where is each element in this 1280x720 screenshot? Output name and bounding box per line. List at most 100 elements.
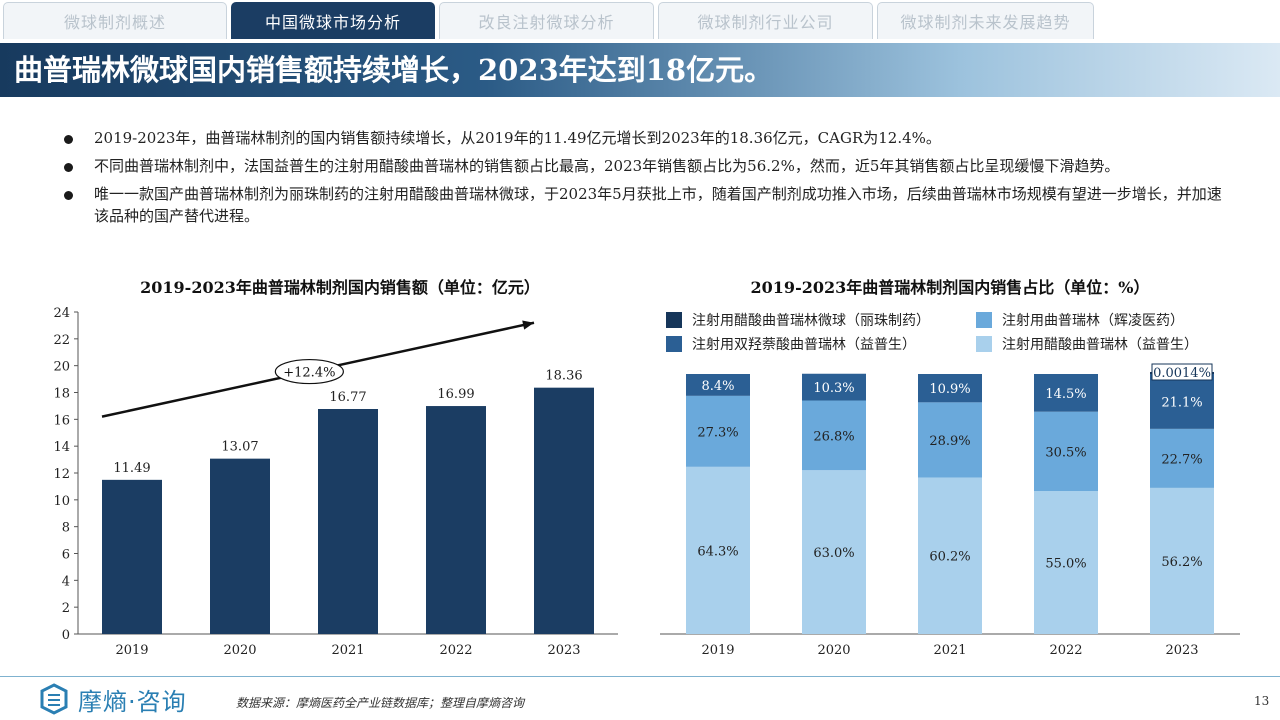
stacked-bar-chart: 注射用醋酸曲普瑞林微球（丽珠制药） 注射用曲普瑞林（辉凌医药） 注射用双羟萘酸曲普瑞… xyxy=(660,312,1240,658)
segment-label: 14.5% xyxy=(1045,387,1086,402)
stacked-bar-segment xyxy=(918,402,982,478)
y-tick-label: 6 xyxy=(62,548,70,563)
x-tick-label: 2022 xyxy=(439,643,472,658)
segment-label: 28.9% xyxy=(929,434,970,449)
logo-icon xyxy=(40,683,68,715)
y-tick-label: 12 xyxy=(53,467,70,482)
y-tick-label: 22 xyxy=(53,333,70,348)
segment-label: 56.2% xyxy=(1161,555,1202,570)
stacked-bar-segment xyxy=(1150,428,1214,488)
y-tick-label: 14 xyxy=(53,440,70,455)
segment-label: 60.2% xyxy=(929,550,970,565)
data-label: 18.36 xyxy=(545,369,582,384)
segment-label: 21.1% xyxy=(1161,395,1202,410)
x-tick-label: 2019 xyxy=(115,643,148,658)
footer-divider xyxy=(0,676,1280,677)
bullet-item: 唯一一款国产曲普瑞林制剂为丽珠制药的注射用醋酸曲普瑞林微球，于2023年5月获批… xyxy=(62,183,1222,227)
stacked-bar-segment xyxy=(918,374,982,403)
cagr-arrow-head-icon xyxy=(522,320,534,330)
x-tick-label: 2020 xyxy=(817,643,850,658)
segment-label: 8.4% xyxy=(701,379,734,394)
stacked-bar-segment xyxy=(1034,411,1098,491)
stacked-bar-segment xyxy=(1034,491,1098,634)
tab-improved-injection-analysis[interactable]: 改良注射微球分析 xyxy=(439,2,654,39)
legend-label: 注射用曲普瑞林（辉凌医药） xyxy=(1002,313,1184,329)
y-tick-label: 18 xyxy=(53,387,70,402)
company-logo: 摩熵·咨询 xyxy=(38,680,187,718)
logo-text: 摩熵·咨询 xyxy=(78,687,187,716)
segment-label: 22.7% xyxy=(1161,452,1202,467)
y-tick-label: 4 xyxy=(62,574,70,589)
y-tick-label: 16 xyxy=(53,413,70,428)
y-tick-label: 2 xyxy=(62,601,70,616)
bar xyxy=(210,458,270,634)
tab-industry-companies[interactable]: 微球制剂行业公司 xyxy=(658,2,873,39)
stacked-bar-segment xyxy=(686,374,750,396)
segment-label: 27.3% xyxy=(697,425,738,440)
tab-china-market-analysis[interactable]: 中国微球市场分析 xyxy=(231,2,435,39)
bar xyxy=(426,406,486,634)
bar xyxy=(102,479,162,634)
y-tick-label: 8 xyxy=(62,521,70,536)
stacked-bar-segment xyxy=(1034,374,1098,412)
segment-label: 55.0% xyxy=(1045,557,1086,572)
bullet-item: 不同曲普瑞林制剂中，法国益普生的注射用醋酸曲普瑞林的销售额占比最高，2023年销… xyxy=(62,155,1222,177)
data-label: 11.49 xyxy=(113,461,150,476)
tab-microsphere-overview[interactable]: 微球制剂概述 xyxy=(3,2,227,39)
legend-label: 注射用醋酸曲普瑞林微球（丽珠制药） xyxy=(692,313,930,329)
page-number: 13 xyxy=(1254,694,1270,708)
data-label: 13.07 xyxy=(221,440,258,455)
data-label: 16.99 xyxy=(437,387,474,402)
bullet-dot-icon xyxy=(64,135,73,144)
bar xyxy=(318,409,378,634)
segment-label: 10.3% xyxy=(813,381,854,396)
stacked-bar-segment xyxy=(1150,487,1214,634)
data-label: 16.77 xyxy=(329,390,366,405)
cagr-label: +12.4% xyxy=(283,366,335,381)
bullet-list: 2019-2023年，曲普瑞林制剂的国内销售额持续增长，从2019年的11.49… xyxy=(62,127,1222,233)
bar-chart: 02468101214161820222411.49201913.0720201… xyxy=(53,306,618,658)
data-source-note: 数据来源：摩熵医药全产业链数据库；整理自摩熵咨询 xyxy=(236,696,525,710)
x-tick-label: 2023 xyxy=(547,643,580,658)
segment-label: 63.0% xyxy=(813,546,854,561)
x-tick-label: 2020 xyxy=(223,643,256,658)
segment-label: 10.9% xyxy=(929,382,970,397)
bullet-dot-icon xyxy=(64,191,73,200)
tab-future-trends[interactable]: 微球制剂未来发展趋势 xyxy=(877,2,1094,39)
small-value-callout xyxy=(1151,363,1213,381)
bullet-text: 2019-2023年，曲普瑞林制剂的国内销售额持续增长，从2019年的11.49… xyxy=(94,129,941,147)
stacked-bar-segment xyxy=(1150,374,1214,429)
x-tick-label: 2021 xyxy=(331,643,364,658)
title-banner: 曲普瑞林微球国内销售额持续增长，2023年达到18亿元。 xyxy=(0,43,1280,97)
stacked-chart-title: 2019-2023年曲普瑞林制剂国内销售占比（单位：%） xyxy=(750,278,1150,297)
segment-label: 30.5% xyxy=(1045,445,1086,460)
bullet-text: 唯一一款国产曲普瑞林制剂为丽珠制药的注射用醋酸曲普瑞林微球，于2023年5月获批… xyxy=(94,185,1222,225)
stacked-bar-segment xyxy=(802,470,866,634)
bar-chart-title: 2019-2023年曲普瑞林制剂国内销售额（单位：亿元） xyxy=(140,278,540,297)
x-tick-label: 2022 xyxy=(1049,643,1082,658)
bullet-dot-icon xyxy=(64,163,73,172)
y-tick-label: 20 xyxy=(53,360,70,375)
x-tick-label: 2021 xyxy=(933,643,966,658)
legend-swatch xyxy=(666,312,682,328)
page-title: 曲普瑞林微球国内销售额持续增长，2023年达到18亿元。 xyxy=(14,53,774,87)
segment-label: 26.8% xyxy=(813,429,854,444)
y-tick-label: 24 xyxy=(53,306,70,321)
x-tick-label: 2019 xyxy=(701,643,734,658)
legend-label: 注射用双羟萘酸曲普瑞林（益普生） xyxy=(692,337,916,353)
legend-label: 注射用醋酸曲普瑞林（益普生） xyxy=(1002,337,1198,353)
stacked-bar-segment xyxy=(918,477,982,634)
stacked-bar-segment xyxy=(802,373,866,401)
stacked-bar-segment xyxy=(686,466,750,634)
y-tick-label: 0 xyxy=(62,628,70,643)
bar xyxy=(534,387,594,634)
stacked-bar-segment xyxy=(802,400,866,471)
stacked-bar-segment xyxy=(686,395,750,467)
legend-swatch xyxy=(976,312,992,328)
legend-swatch xyxy=(976,336,992,352)
cagr-badge xyxy=(274,358,344,385)
x-tick-label: 2023 xyxy=(1165,643,1198,658)
y-tick-label: 10 xyxy=(53,494,70,509)
legend-swatch xyxy=(666,336,682,352)
segment-label: 0.0014% xyxy=(1153,366,1211,381)
